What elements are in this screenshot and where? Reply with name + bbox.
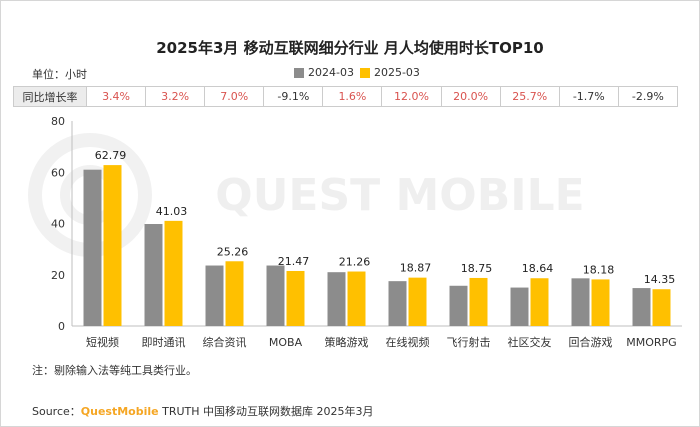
yoy-cell: 3.4% bbox=[87, 87, 147, 106]
bar-2025 bbox=[408, 277, 427, 326]
y-tick-label: 20 bbox=[51, 269, 65, 282]
bar-2024 bbox=[327, 272, 346, 326]
bar-2025 bbox=[347, 271, 366, 326]
data-label: 18.75 bbox=[461, 262, 493, 275]
bar-2024 bbox=[571, 278, 590, 326]
x-tick-label: MOBA bbox=[269, 336, 303, 349]
yoy-cell: -2.9% bbox=[631, 90, 664, 103]
bar-2025 bbox=[225, 261, 244, 326]
yoy-cell: 12.0% bbox=[382, 87, 442, 106]
bar-2024 bbox=[83, 169, 102, 326]
legend: 2024-03 2025-03 bbox=[294, 66, 426, 79]
x-tick-label: 即时通讯 bbox=[142, 336, 186, 349]
source-line: Source：QuestMobile TRUTH 中国移动互联网数据库 2025… bbox=[32, 403, 374, 419]
yoy-cell: -9.1% bbox=[264, 87, 324, 106]
yoy-header: 同比增长率 bbox=[14, 87, 87, 106]
data-label: 21.26 bbox=[339, 256, 371, 269]
yoy-cell: 20.0% bbox=[442, 87, 501, 106]
bar-2024 bbox=[510, 287, 529, 326]
data-label: 62.79 bbox=[95, 149, 127, 162]
x-tick-label: 社区交友 bbox=[508, 335, 552, 349]
x-tick-label: 短视频 bbox=[86, 335, 119, 349]
yoy-cell: 25.7% bbox=[501, 87, 560, 106]
source-rest: TRUTH 中国移动互联网数据库 2025年3月 bbox=[158, 405, 374, 418]
data-label: 18.64 bbox=[522, 262, 554, 275]
x-tick-label: 在线视频 bbox=[386, 335, 430, 349]
footnote: 注：剔除输入法等纯工具类行业。 bbox=[32, 364, 197, 377]
x-tick-label: 综合资讯 bbox=[203, 335, 247, 349]
bar-2025 bbox=[164, 220, 183, 326]
y-tick-label: 60 bbox=[51, 166, 65, 179]
legend-swatch-2024 bbox=[294, 67, 304, 78]
legend-swatch-2025 bbox=[359, 67, 370, 78]
data-label: 18.18 bbox=[583, 263, 615, 276]
data-label: 21.47 bbox=[278, 255, 310, 268]
bar-2025 bbox=[286, 270, 305, 326]
data-label: 25.26 bbox=[217, 245, 249, 258]
y-tick-label: 0 bbox=[58, 320, 65, 333]
unit-label: 单位：小时 bbox=[32, 68, 87, 81]
legend-item-2025: 2025-03 bbox=[359, 66, 420, 79]
x-tick-label: 策略游戏 bbox=[325, 335, 369, 349]
bar-2025 bbox=[591, 279, 610, 326]
y-tick-label: 80 bbox=[51, 115, 65, 128]
yoy-cell: 3.2% bbox=[146, 87, 206, 106]
yoy-cell: 1.6% bbox=[323, 87, 383, 106]
yoy-cell: 7.0% bbox=[205, 87, 265, 106]
yoy-cells: 3.4% 3.2% 7.0% -9.1% 1.6% 12.0% 20.0% 25.7% -1.7… bbox=[87, 87, 677, 106]
bar-2024 bbox=[632, 288, 651, 326]
source-brand: QuestMobile bbox=[80, 405, 159, 418]
legend-label-2024: 2024-03 bbox=[308, 66, 354, 79]
source-prefix: Source： bbox=[32, 405, 81, 418]
x-tick-label: 回合游戏 bbox=[569, 335, 613, 349]
bar-2024 bbox=[144, 224, 163, 326]
yoy-row: 同比增长率 3.4% 3.2% 7.0% -9.1% 1.6% 12.0% 20.0% 25.… bbox=[13, 86, 678, 107]
data-label: 41.03 bbox=[156, 205, 188, 218]
bar-2025 bbox=[530, 278, 549, 326]
bar-2025 bbox=[103, 165, 122, 326]
watermark-text: QUEST MOBILE bbox=[215, 170, 584, 221]
data-label: 14.35 bbox=[644, 273, 676, 286]
bar-2025 bbox=[652, 289, 671, 326]
y-tick-label: 40 bbox=[51, 218, 65, 231]
x-tick-label: 飞行射击 bbox=[447, 335, 491, 349]
bar-2024 bbox=[266, 265, 285, 326]
bar-2024 bbox=[388, 281, 407, 326]
yoy-cell: -1.7% bbox=[560, 87, 619, 106]
chart-title: 2025年3月 移动互联网细分行业 月人均使用时长TOP10 bbox=[156, 39, 544, 57]
x-tick-label: MMORPG bbox=[626, 336, 676, 349]
bar-2025 bbox=[469, 277, 488, 326]
legend-label-2025: 2025-03 bbox=[373, 66, 420, 79]
bar-2024 bbox=[205, 265, 224, 326]
data-label: 18.87 bbox=[400, 262, 432, 275]
bar-2024 bbox=[449, 285, 468, 326]
legend-item-2024: 2024-03 bbox=[294, 66, 354, 79]
